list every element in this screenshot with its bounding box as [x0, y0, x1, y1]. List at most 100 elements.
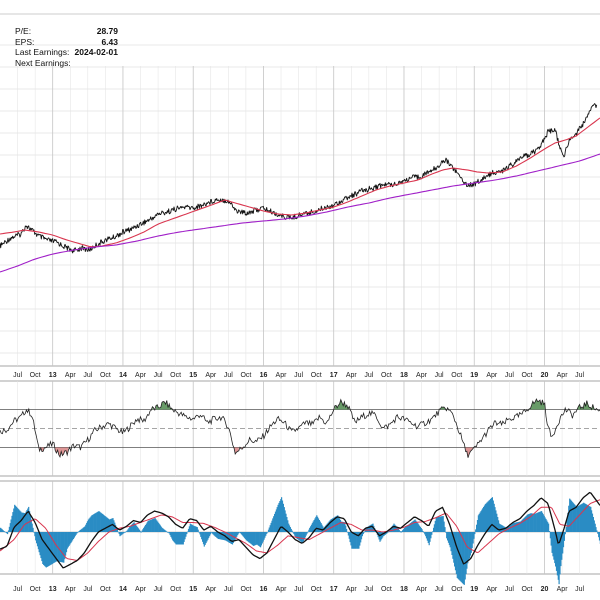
x-axis-tick-label: 19	[470, 372, 478, 379]
macd-histogram-bar	[332, 517, 334, 532]
macd-histogram-bar	[221, 532, 223, 540]
macd-histogram-bar	[304, 532, 306, 538]
macd-histogram-bar	[489, 499, 491, 532]
macd-histogram-bar	[71, 532, 73, 542]
macd-histogram-bar	[549, 532, 551, 539]
macd-histogram-bar	[281, 497, 283, 532]
macd-histogram-bar	[543, 515, 545, 532]
macd-histogram-bar	[338, 516, 340, 532]
macd-histogram-bar	[536, 512, 538, 532]
macd-histogram-bar	[214, 532, 216, 537]
macd-histogram-bar	[209, 532, 212, 535]
macd-histogram-bar	[107, 518, 109, 532]
macd-histogram-bar	[424, 532, 426, 535]
macd-histogram-bar	[476, 520, 479, 532]
macd-histogram-bar	[267, 529, 270, 532]
macd-histogram-bar	[80, 529, 82, 532]
macd-histogram-bar	[403, 528, 405, 532]
macd-histogram-bar	[238, 532, 241, 533]
macd-histogram-bar	[397, 528, 399, 532]
macd-histogram-bar	[553, 532, 555, 560]
macd-histogram-bar	[79, 529, 82, 532]
macd-histogram-bar	[358, 532, 360, 549]
macd-histogram-bar	[451, 532, 453, 555]
x-axis-tick-label: Jul	[294, 586, 303, 593]
macd-histogram-bar	[94, 513, 96, 532]
macd-histogram-bar	[399, 531, 401, 532]
x-axis-tick-label: Apr	[65, 372, 77, 379]
macd-histogram-bar	[229, 532, 231, 543]
macd-histogram-bar	[544, 517, 546, 532]
macd-histogram-bar	[433, 524, 435, 532]
macd-histogram-bar	[313, 520, 315, 532]
macd-histogram-bar	[598, 532, 600, 541]
macd-histogram-bar	[14, 504, 16, 532]
x-axis-tick-label: Jul	[13, 586, 22, 593]
macd-histogram-bar	[432, 531, 434, 532]
macd-histogram-bar	[434, 520, 436, 532]
macd-histogram-bar	[511, 524, 513, 532]
macd-histogram-bar	[357, 532, 359, 549]
macd-histogram-bar	[247, 532, 249, 542]
x-axis-tick-label: 15	[189, 372, 197, 379]
macd-histogram-bar	[230, 532, 232, 544]
macd-histogram-bar	[64, 532, 66, 560]
macd-histogram-bar	[295, 532, 297, 538]
macd-histogram-bar	[371, 524, 373, 532]
macd-histogram-bar	[124, 532, 126, 533]
macd-histogram-bar	[589, 506, 591, 532]
macd-histogram-bar	[380, 532, 382, 541]
macd-histogram-bar	[106, 517, 108, 532]
macd-histogram-bar	[251, 532, 253, 545]
macd-histogram-bar	[447, 532, 449, 541]
macd-histogram-bar	[485, 503, 487, 532]
macd-histogram-bar	[523, 518, 525, 532]
pe-row: P/E: 28.79	[15, 26, 118, 37]
macd-histogram-bar	[476, 524, 478, 532]
macd-histogram-bar	[531, 513, 533, 532]
macd-histogram-bar	[239, 532, 241, 533]
macd-histogram-bar	[310, 526, 312, 532]
macd-histogram-bar	[541, 511, 543, 532]
macd-histogram-bar	[547, 522, 549, 532]
macd-histogram-bar	[488, 500, 490, 532]
macd-histogram-bar	[180, 532, 182, 545]
macd-histogram-bar	[197, 529, 199, 532]
macd-histogram-bar	[440, 516, 442, 532]
macd-histogram-bar	[162, 528, 164, 532]
macd-histogram-bar	[463, 532, 465, 585]
macd-histogram-bar	[43, 532, 45, 565]
x-axis-tick-label: Oct	[30, 372, 41, 379]
macd-histogram-bar	[14, 505, 17, 532]
macd-histogram-bar	[176, 532, 178, 545]
macd-histogram-bar	[179, 532, 181, 545]
macd-histogram-bar	[317, 518, 320, 532]
macd-histogram-bar	[192, 525, 194, 532]
macd-histogram-bar	[496, 513, 498, 532]
macd-histogram-bar	[569, 498, 571, 532]
macd-histogram-bar	[202, 532, 204, 542]
macd-histogram-bar	[231, 532, 234, 545]
macd-histogram-bar	[538, 512, 540, 532]
macd-histogram-bar	[303, 532, 306, 540]
macd-histogram-bar	[345, 525, 347, 532]
macd-histogram-bar	[400, 532, 402, 533]
macd-histogram-bar	[527, 514, 529, 532]
macd-histogram-bar	[218, 532, 220, 540]
macd-histogram-bar	[70, 532, 72, 544]
macd-histogram-bar	[542, 514, 544, 532]
macd-histogram-bar	[184, 532, 186, 540]
macd-histogram-bar	[280, 499, 282, 532]
macd-histogram-bar	[580, 504, 582, 532]
macd-histogram-bar	[268, 527, 270, 532]
macd-histogram-bar	[572, 502, 574, 532]
macd-histogram-bar	[274, 513, 276, 532]
macd-histogram-bar	[461, 532, 463, 583]
macd-histogram-bar	[29, 515, 32, 532]
macd-histogram-bar	[587, 505, 589, 532]
macd-histogram-bar	[457, 532, 459, 579]
macd-histogram-bar	[7, 532, 9, 535]
macd-histogram-bar	[108, 518, 110, 532]
macd-histogram-bar	[581, 503, 583, 532]
x-axis-tick-label: Oct	[240, 586, 251, 593]
